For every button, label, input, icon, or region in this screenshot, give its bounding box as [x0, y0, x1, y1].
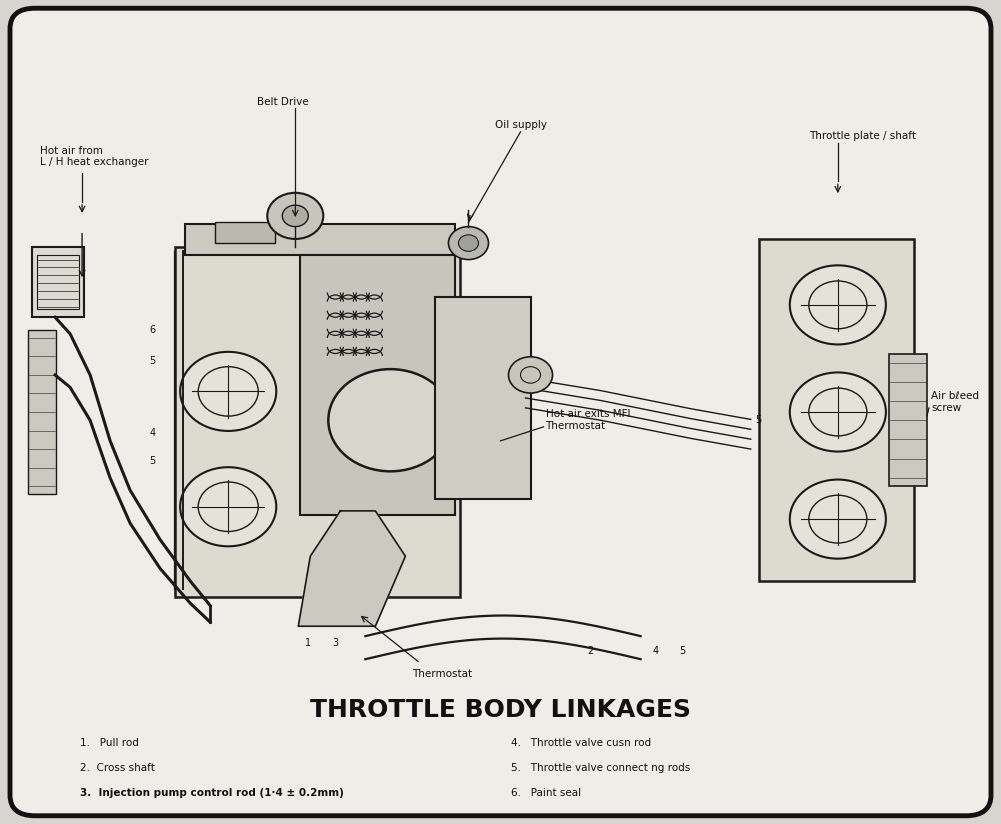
Text: 4: 4 [653, 646, 659, 656]
Text: 1.   Pull rod: 1. Pull rod [80, 738, 139, 748]
Text: Hot air from
L / H heat exchanger: Hot air from L / H heat exchanger [40, 146, 148, 167]
Bar [32, 247, 84, 317]
Bar [215, 222, 275, 243]
Bar [185, 224, 455, 255]
Text: 5: 5 [149, 456, 155, 466]
Text: 4.   Throttle valve cusn rod: 4. Throttle valve cusn rod [511, 738, 651, 748]
Circle shape [267, 193, 323, 239]
Text: 3.  Injection pump control rod (1·4 ± 0.2mm): 3. Injection pump control rod (1·4 ± 0.2… [80, 788, 344, 798]
Circle shape [509, 357, 553, 393]
Text: 5: 5 [149, 356, 155, 366]
Bar [28, 330, 56, 494]
Text: 5: 5 [756, 415, 762, 425]
Circle shape [790, 265, 886, 344]
FancyBboxPatch shape [10, 8, 991, 816]
Circle shape [458, 235, 478, 251]
Text: 6: 6 [149, 325, 155, 335]
Text: Oil supply: Oil supply [494, 120, 547, 130]
Text: 5.   Throttle valve connect ng rods: 5. Throttle valve connect ng rods [511, 763, 690, 773]
Bar [889, 354, 927, 486]
Circle shape [790, 480, 886, 559]
Text: 3: 3 [332, 638, 338, 648]
Text: Hot air exits MFI
Thermostat: Hot air exits MFI Thermostat [546, 410, 630, 431]
Bar [37, 255, 79, 309]
Text: 2.  Cross shaft: 2. Cross shaft [80, 763, 155, 773]
Polygon shape [298, 511, 405, 626]
Circle shape [328, 369, 452, 471]
Bar [175, 247, 460, 597]
Text: 5: 5 [680, 646, 686, 656]
Text: Air bℓeed
screw: Air bℓeed screw [931, 391, 979, 413]
Circle shape [790, 372, 886, 452]
Text: 6.   Paint seal: 6. Paint seal [511, 788, 581, 798]
Text: 1: 1 [305, 638, 311, 648]
Text: 4: 4 [149, 428, 155, 438]
Circle shape [180, 352, 276, 431]
Bar [435, 297, 531, 499]
Text: 2: 2 [588, 646, 594, 656]
Text: Belt Drive: Belt Drive [257, 97, 309, 107]
Bar [300, 255, 455, 515]
Text: Thermostat: Thermostat [412, 669, 472, 679]
Circle shape [180, 467, 276, 546]
Circle shape [282, 205, 308, 227]
Bar [759, 239, 914, 581]
Text: Throttle plate / shaft: Throttle plate / shaft [810, 131, 916, 141]
Text: THROTTLE BODY LINKAGES: THROTTLE BODY LINKAGES [310, 698, 691, 723]
Circle shape [448, 227, 488, 260]
